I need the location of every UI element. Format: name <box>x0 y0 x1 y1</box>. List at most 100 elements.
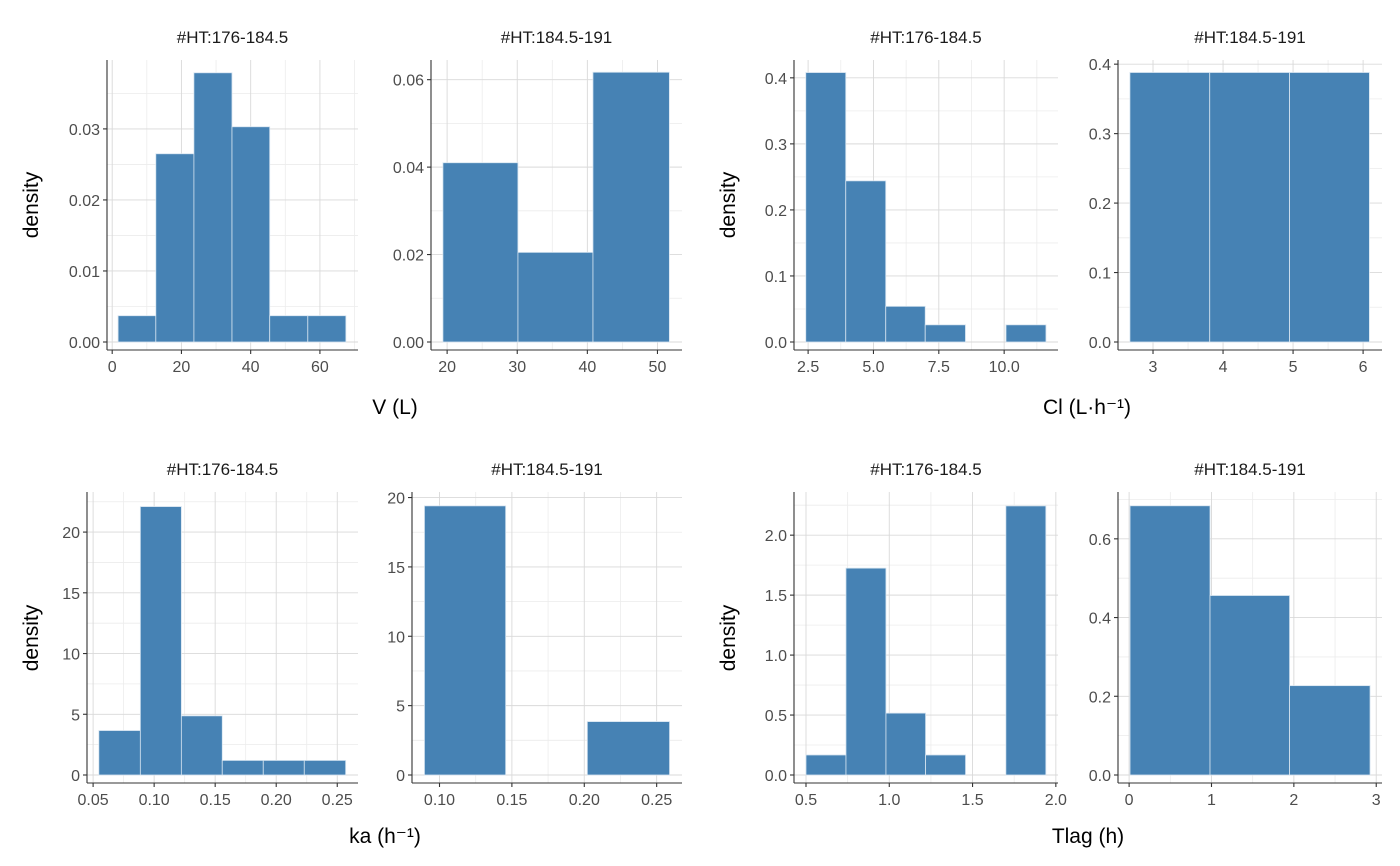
x-tick-label: 0.10 <box>139 792 170 809</box>
histogram-bar <box>442 162 519 343</box>
y-tick-label: 0.3 <box>765 137 787 154</box>
y-tick-label: 15 <box>387 560 405 577</box>
histogram-bar <box>1129 505 1211 776</box>
x-tick-label: 0.20 <box>261 792 292 809</box>
histogram-bar <box>98 730 141 776</box>
y-tick-label: 0.1 <box>1089 266 1111 283</box>
y-axis-title-tlag: density <box>717 604 740 671</box>
x-tick-label: 2.0 <box>1045 792 1067 809</box>
panel-7: 0 1 2 3 0.0 0.2 0.4 0.6 #HT:184.5-191 <box>1089 460 1382 809</box>
y-tick-label: 15 <box>62 586 80 603</box>
histogram-bar <box>925 754 966 776</box>
histogram-bar <box>231 126 271 343</box>
x-tick-label: 1.5 <box>961 792 983 809</box>
x-tick-label: 0 <box>1125 792 1134 809</box>
histogram-bar <box>586 721 670 776</box>
x-axis-title-v: V (L) <box>372 396 418 419</box>
histogram-bar <box>1209 72 1290 343</box>
histogram-bar <box>924 324 966 343</box>
x-tick-label: 40 <box>578 359 596 376</box>
y-tick-label: 0.2 <box>765 203 787 220</box>
panel-strip-title: #HT:184.5-191 <box>1194 460 1306 479</box>
y-tick-label: 1.5 <box>765 588 787 605</box>
y-axis-title-cl: density <box>717 171 740 238</box>
x-tick-label: 0.15 <box>496 792 527 809</box>
y-tick-label: 0.0 <box>1089 768 1111 785</box>
x-axis-title-cl: Cl (L·h⁻¹) <box>1043 396 1131 419</box>
histogram-bar <box>1289 72 1370 343</box>
y-tick-label: 0 <box>396 768 405 785</box>
y-tick-label: 0.00 <box>393 335 424 352</box>
x-tick-label: 4 <box>1219 359 1228 376</box>
x-tick-label: 0.5 <box>795 792 817 809</box>
x-tick-label: 2.5 <box>797 359 819 376</box>
histogram-bar <box>155 153 195 343</box>
x-tick-label: 20 <box>173 359 191 376</box>
histogram-bar <box>1005 324 1047 343</box>
histogram-bar <box>424 505 507 776</box>
histogram-bar <box>180 715 223 776</box>
x-tick-label: 6 <box>1359 359 1368 376</box>
y-tick-label: 0.4 <box>1089 57 1111 74</box>
panel-4: 0.05 0.10 0.15 0.20 0.25 0 5 10 15 20 #HT:176-184.… <box>62 460 358 809</box>
histogram-bar <box>1129 72 1211 343</box>
x-tick-label: 0.05 <box>78 792 109 809</box>
y-tick-label: 20 <box>387 491 405 508</box>
y-tick-label: 0.2 <box>1089 196 1111 213</box>
y-tick-label: 0.4 <box>765 71 787 88</box>
y-tick-label: 0.03 <box>69 122 100 139</box>
histogram-bar <box>1289 685 1371 776</box>
histogram-bar <box>805 754 847 776</box>
panel-6: 0.5 1.0 1.5 2.0 0.0 0.5 1.0 1.5 2.0 #HT:176-184.5 <box>765 460 1067 809</box>
histogram-bar <box>1005 505 1047 776</box>
panel-5: 0.10 0.15 0.20 0.25 0 5 10 15 20 #HT:184.5-191 <box>387 460 682 809</box>
panel-strip-title: #HT:184.5-191 <box>501 28 613 47</box>
histogram-bar <box>307 315 347 343</box>
x-tick-label: 20 <box>438 359 456 376</box>
histogram-bar <box>805 72 847 343</box>
x-tick-label: 30 <box>508 359 526 376</box>
y-axis-title-ka: density <box>20 604 43 671</box>
x-tick-label: 0.15 <box>200 792 231 809</box>
y-tick-label: 20 <box>62 525 80 542</box>
y-tick-label: 10 <box>62 647 80 664</box>
histogram-bar <box>1209 595 1290 776</box>
x-tick-label: 5 <box>1289 359 1298 376</box>
y-tick-label: 2.0 <box>765 528 787 545</box>
x-tick-label: 3 <box>1372 792 1381 809</box>
histogram-bar <box>885 305 926 343</box>
x-axis-title-tlag: Tlag (h) <box>1052 825 1124 848</box>
panel-2: 2.5 5.0 7.5 10.0 0.0 0.1 0.2 0.3 0.4 #HT:176-184.… <box>765 28 1058 376</box>
x-tick-label: 40 <box>242 359 260 376</box>
panel-strip-title: #HT:176-184.5 <box>870 28 982 47</box>
histogram-bar <box>117 315 157 343</box>
y-tick-label: 0.6 <box>1089 532 1111 549</box>
y-tick-label: 5 <box>396 699 405 716</box>
histogram-bar <box>262 760 305 776</box>
x-tick-label: 0.25 <box>641 792 672 809</box>
histogram-bar <box>592 71 670 343</box>
histogram-bar <box>517 251 594 343</box>
y-tick-label: 0.1 <box>765 269 787 286</box>
x-tick-label: 7.5 <box>928 359 950 376</box>
histogram-bar <box>845 567 887 776</box>
panel-strip-title: #HT:184.5-191 <box>491 460 603 479</box>
y-tick-label: 0 <box>71 768 80 785</box>
y-tick-label: 0.5 <box>765 708 787 725</box>
y-tick-label: 0.02 <box>69 193 100 210</box>
histogram-bar <box>193 72 233 343</box>
y-tick-label: 0.0 <box>765 335 787 352</box>
x-tick-label: 10.0 <box>989 359 1020 376</box>
panel-strip-title: #HT:184.5-191 <box>1194 28 1306 47</box>
x-tick-label: 0.10 <box>424 792 455 809</box>
y-tick-label: 0.02 <box>393 248 424 265</box>
panel-strip-title: #HT:176-184.5 <box>177 28 289 47</box>
y-tick-label: 0.04 <box>393 160 424 177</box>
histogram-bar <box>845 180 887 343</box>
x-tick-label: 60 <box>311 359 329 376</box>
histogram-bar <box>885 712 926 776</box>
y-tick-label: 0.06 <box>393 73 424 90</box>
x-tick-label: 0 <box>108 359 117 376</box>
y-tick-label: 0.2 <box>1089 689 1111 706</box>
